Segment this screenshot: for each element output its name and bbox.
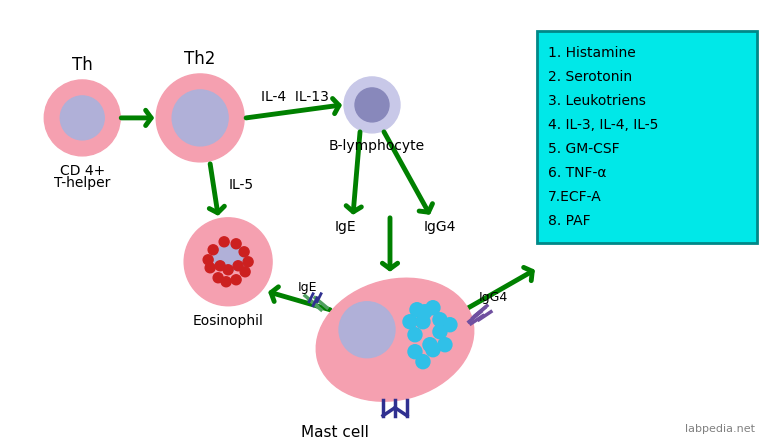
Text: IgG4: IgG4 <box>478 291 508 304</box>
Text: 8. PAF: 8. PAF <box>548 214 591 228</box>
Text: Th: Th <box>72 56 93 74</box>
Circle shape <box>208 245 218 255</box>
Circle shape <box>423 338 437 352</box>
Circle shape <box>403 315 417 329</box>
Text: 3. Leukotriens: 3. Leukotriens <box>548 94 646 108</box>
Ellipse shape <box>214 245 247 271</box>
Circle shape <box>433 313 447 327</box>
Text: IL-5: IL-5 <box>228 178 253 192</box>
Text: Eosinophil: Eosinophil <box>193 314 263 328</box>
Circle shape <box>233 261 243 271</box>
Ellipse shape <box>316 278 474 401</box>
Circle shape <box>239 247 249 257</box>
Text: B-lymphocyte: B-lymphocyte <box>329 139 425 153</box>
Circle shape <box>243 257 253 267</box>
Circle shape <box>443 318 457 332</box>
Text: IL-4  IL-13: IL-4 IL-13 <box>261 90 329 104</box>
FancyBboxPatch shape <box>537 31 756 243</box>
Circle shape <box>231 239 241 249</box>
Text: labpedia.net: labpedia.net <box>685 424 755 434</box>
Circle shape <box>60 96 104 140</box>
Text: 5. GM-CSF: 5. GM-CSF <box>548 142 620 156</box>
Text: Th2: Th2 <box>184 50 216 68</box>
Circle shape <box>418 305 432 319</box>
Circle shape <box>438 338 452 352</box>
Circle shape <box>219 237 229 247</box>
Circle shape <box>223 265 233 275</box>
Circle shape <box>416 315 430 329</box>
Circle shape <box>215 261 225 271</box>
Circle shape <box>214 273 223 283</box>
Text: IgG4: IgG4 <box>424 220 456 234</box>
Circle shape <box>221 277 231 287</box>
Circle shape <box>240 267 250 277</box>
Circle shape <box>204 255 214 265</box>
Circle shape <box>344 77 400 133</box>
Circle shape <box>205 263 215 273</box>
Circle shape <box>45 80 121 156</box>
Circle shape <box>426 343 440 357</box>
Text: IgE: IgE <box>297 281 317 294</box>
Text: 6. TNF-α: 6. TNF-α <box>548 166 607 180</box>
Text: IgE: IgE <box>334 220 356 234</box>
Text: Mast cell: Mast cell <box>301 424 369 440</box>
Circle shape <box>426 301 440 315</box>
Circle shape <box>408 345 422 359</box>
Circle shape <box>184 218 272 306</box>
Circle shape <box>408 328 422 342</box>
Circle shape <box>355 88 389 122</box>
Circle shape <box>156 74 244 162</box>
Circle shape <box>339 302 395 358</box>
Text: 1. Histamine: 1. Histamine <box>548 46 636 60</box>
Text: 4. IL-3, IL-4, IL-5: 4. IL-3, IL-4, IL-5 <box>548 118 658 132</box>
Text: 2. Serotonin: 2. Serotonin <box>548 70 632 84</box>
Circle shape <box>231 275 241 285</box>
Circle shape <box>172 90 228 146</box>
Circle shape <box>410 303 424 317</box>
Text: CD 4+: CD 4+ <box>60 164 105 178</box>
Text: 7.ECF-A: 7.ECF-A <box>548 190 601 204</box>
Text: T-helper: T-helper <box>54 176 111 190</box>
Circle shape <box>416 355 430 369</box>
Circle shape <box>433 325 447 339</box>
